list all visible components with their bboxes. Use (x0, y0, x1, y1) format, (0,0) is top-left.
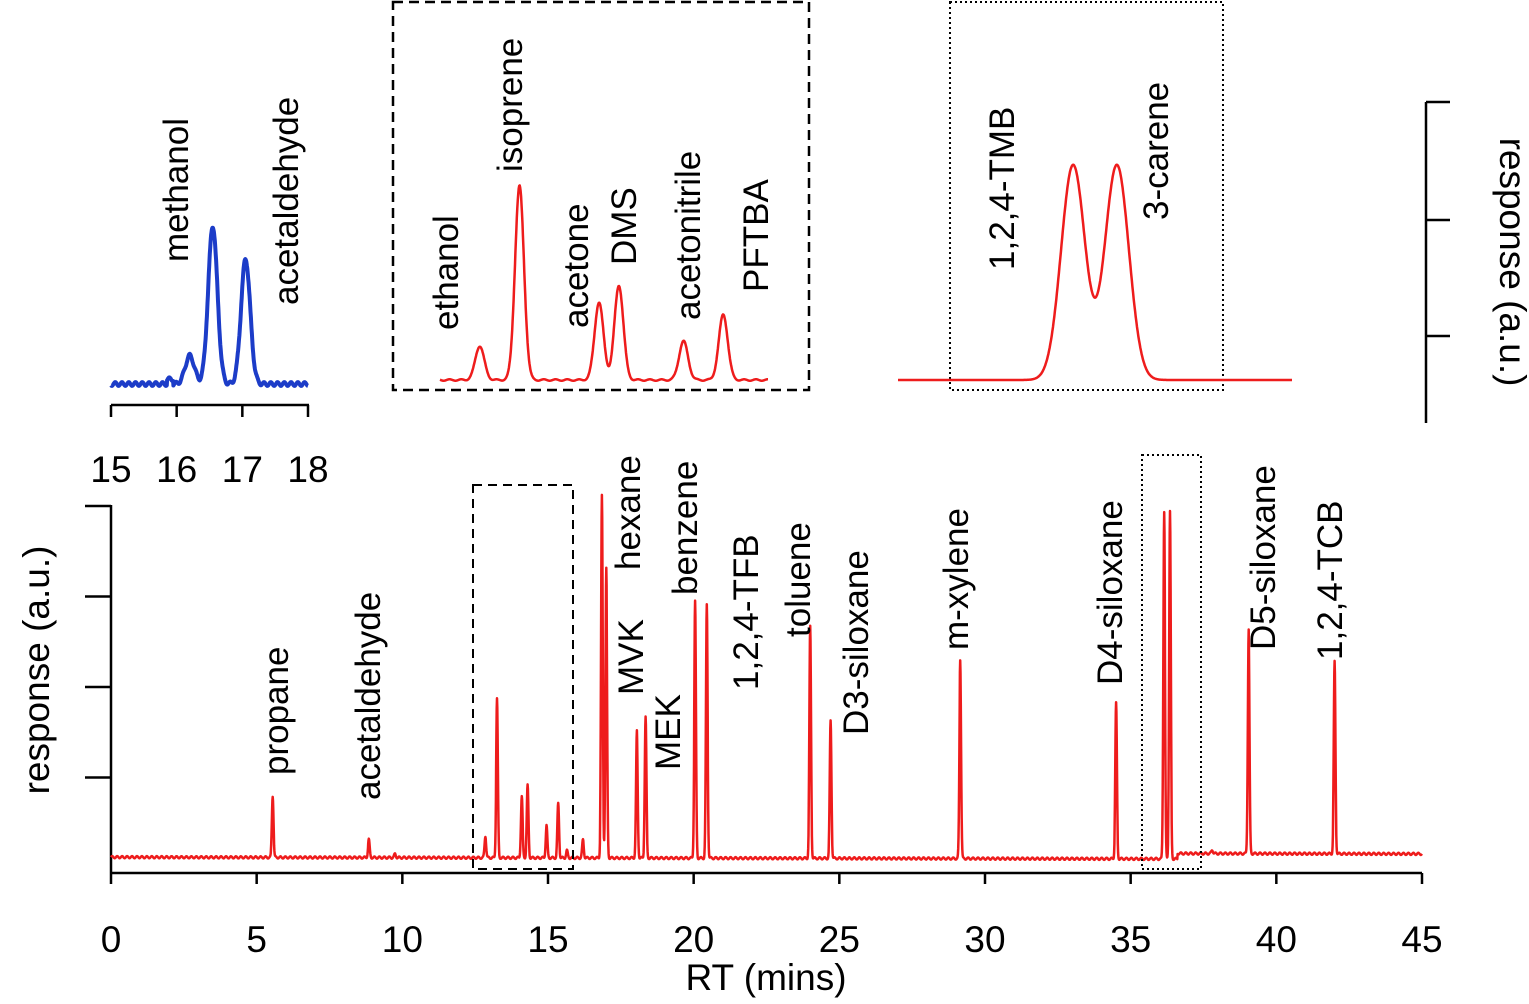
inset-dashed-trace (439, 184, 769, 382)
main-x-axis-title: RT (mins) (685, 957, 846, 998)
dotted-region-box (1141, 454, 1202, 870)
peak-label-d5-siloxane: D5-siloxane (1244, 465, 1283, 650)
peak-label-1-2-4-tcb: 1,2,4-TCB (1311, 501, 1350, 661)
inset-blue-trace (109, 225, 310, 388)
peak-label-1-2-4-tfb: 1,2,4-TFB (727, 534, 766, 690)
main-x-tick-label: 25 (819, 919, 860, 960)
inset-blue-label-acetaldehyde: acetaldehyde (267, 97, 306, 305)
inset-dashed-peak-labels: ethanol isoprene acetone DMS acetonitrile PFT… (427, 38, 776, 330)
peak-label-d4-siloxane: D4-siloxane (1091, 500, 1130, 685)
inset-dashed-label-acetonitrile: acetonitrile (669, 151, 708, 320)
peak-label-mek: MEK (649, 694, 688, 770)
inset-dashed: ethanol isoprene acetone DMS acetonitrile PFT… (391, 0, 811, 392)
main-chart: 0 5 10 15 20 25 30 35 40 45 propane acetaldehyde he… (16, 454, 1443, 998)
inset-dotted-trace (897, 163, 1293, 382)
peak-label-acetaldehyde: acetaldehyde (349, 592, 388, 800)
inset-blue-label-methanol: methanol (157, 118, 196, 262)
main-x-tick-label: 45 (1401, 919, 1442, 960)
inset-dashed-label-dms: DMS (605, 187, 644, 265)
peak-label-propane: propane (257, 647, 296, 775)
inset-blue: 15 16 17 18 methanol acetaldehyde (90, 97, 328, 490)
inset-dotted-frame (949, 1, 1224, 391)
main-x-tick-label: 5 (246, 919, 267, 960)
inset-blue-x-tick-label: 17 (222, 449, 263, 490)
peak-label-d3-siloxane: D3-siloxane (837, 550, 876, 735)
inset-dotted-label-3-carene: 3-carene (1137, 82, 1176, 220)
inset-blue-peak-labels: methanol acetaldehyde (157, 97, 306, 305)
main-x-tick-label: 10 (382, 919, 423, 960)
peak-label-toluene: toluene (779, 522, 818, 637)
inset-right-y-axis-title: response (a.u.) (1492, 138, 1529, 387)
inset-blue-x-tick-label: 15 (90, 449, 131, 490)
inset-blue-x-tick-label: 18 (287, 449, 328, 490)
main-x-tick-label: 40 (1256, 919, 1297, 960)
inset-dashed-label-isoprene: isoprene (491, 38, 530, 172)
inset-dashed-label-pftba: PFTBA (737, 179, 776, 292)
main-x-tick-label: 0 (101, 919, 122, 960)
main-trace (110, 493, 1423, 862)
inset-dotted-peak-labels: 1,2,4-TMB 3-carene (983, 82, 1176, 270)
inset-dotted: 1,2,4-TMB 3-carene response (a.u.) (897, 1, 1529, 423)
inset-dashed-label-ethanol: ethanol (427, 215, 466, 330)
inset-right-y-ticks (1426, 100, 1450, 338)
peak-label-hexane: hexane (609, 455, 648, 570)
peak-label-benzene: benzene (666, 461, 705, 595)
main-y-axis-title: response (a.u.) (16, 546, 57, 795)
main-x-tick-label: 30 (964, 919, 1005, 960)
main-x-tick-label: 15 (527, 919, 568, 960)
main-x-ticks: 0 5 10 15 20 25 30 35 40 45 (101, 873, 1443, 960)
peak-label-m-xylene: m-xylene (937, 508, 976, 650)
main-x-tick-label: 20 (673, 919, 714, 960)
main-x-tick-label: 35 (1110, 919, 1151, 960)
inset-dashed-frame (391, 0, 811, 392)
peak-label-mvk: MVK (612, 619, 651, 695)
inset-dotted-label-1-2-4-tmb: 1,2,4-TMB (983, 107, 1022, 270)
main-y-ticks (85, 504, 111, 779)
inset-blue-x-tick-label: 16 (156, 449, 197, 490)
inset-dashed-label-acetone: acetone (557, 203, 596, 328)
inset-blue-x-ticks: 15 16 17 18 (90, 405, 329, 490)
dashed-region-box (472, 484, 574, 870)
